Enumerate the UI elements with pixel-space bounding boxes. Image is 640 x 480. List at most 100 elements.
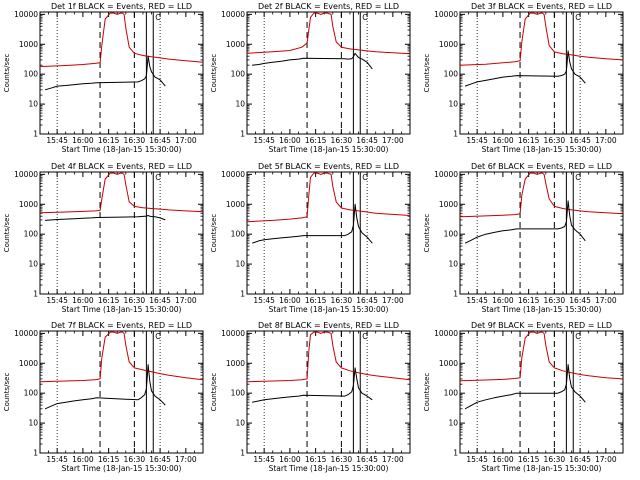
y-tick-label: 1000	[226, 40, 245, 49]
x-tick-label: 16:30	[124, 455, 146, 464]
lld-series-line	[39, 172, 204, 214]
lld-series-line	[246, 331, 411, 383]
y-tick-label: 10	[28, 260, 38, 269]
y-tick-label: 100	[24, 389, 39, 398]
plot-panel: Det 8f BLACK = Events, RED = LLD 1 10 100 10…	[210, 321, 411, 473]
y-tick-label: 100	[444, 70, 459, 79]
y-tick-label: 10000	[14, 10, 38, 19]
y-tick-label: 100	[24, 70, 39, 79]
x-tick-label: 16:45	[569, 136, 591, 145]
events-series-line	[44, 55, 166, 91]
y-tick-label: 10	[28, 419, 38, 428]
events-series-line	[464, 200, 586, 244]
y-tick-label: 100	[444, 389, 459, 398]
x-tick-label: 17:00	[595, 296, 617, 305]
x-tick-label: 16:30	[331, 136, 353, 145]
y-axis-title: Counts/sec	[423, 214, 431, 253]
x-tick-label: 16:15	[98, 296, 120, 305]
y-tick-label: 1000	[439, 200, 458, 209]
panel-title: Det 3f BLACK = Events, RED = LLD	[471, 2, 612, 11]
y-tick-label: 1	[240, 130, 245, 139]
x-axis-title: Start Time (18-Jan-15 15:30:00)	[482, 305, 602, 314]
events-series-line	[252, 52, 373, 70]
y-tick-label: 1000	[226, 359, 245, 368]
x-tick-label: 16:15	[518, 296, 540, 305]
x-tick-label: 16:00	[72, 455, 94, 464]
events-series-line	[251, 203, 373, 244]
x-tick-label: 17:00	[382, 455, 404, 464]
y-tick-label: 100	[231, 230, 246, 239]
plot-frame	[459, 11, 624, 135]
panel-title: Det 7f BLACK = Events, RED = LLD	[51, 321, 192, 330]
y-tick-label: 1000	[19, 359, 38, 368]
y-tick-label: 1	[33, 130, 38, 139]
y-tick-label: 10000	[14, 329, 38, 338]
bracket-marker: C	[362, 173, 367, 182]
x-axis-title: Start Time (18-Jan-15 15:30:00)	[482, 145, 602, 154]
x-axis-title: Start Time (18-Jan-15 15:30:00)	[269, 305, 389, 314]
bracket-marker: C	[155, 173, 160, 182]
x-tick-label: 16:15	[98, 455, 120, 464]
panel-title: Det 5f BLACK = Events, RED = LLD	[258, 162, 399, 171]
x-tick-label: 16:30	[124, 296, 146, 305]
x-tick-label: 16:45	[356, 455, 378, 464]
y-tick-label: 100	[444, 230, 459, 239]
x-tick-label: 16:00	[279, 136, 301, 145]
lld-series-line	[459, 331, 624, 382]
x-tick-label: 16:00	[279, 455, 301, 464]
x-tick-label: 16:15	[305, 296, 327, 305]
x-tick-label: 16:30	[124, 136, 146, 145]
plot-frame	[39, 171, 204, 295]
x-tick-label: 16:30	[331, 455, 353, 464]
plot-panel: Det 5f BLACK = Events, RED = LLD 1 10 100 10…	[210, 162, 411, 314]
panel-title: Det 2f BLACK = Events, RED = LLD	[258, 2, 399, 11]
lld-series-line	[246, 12, 411, 55]
panel-title: Det 1f BLACK = Events, RED = LLD	[51, 2, 192, 11]
y-tick-label: 1	[33, 290, 38, 299]
y-tick-label: 10000	[221, 170, 245, 179]
x-tick-label: 16:15	[518, 136, 540, 145]
y-tick-label: 100	[231, 70, 246, 79]
x-tick-label: 16:45	[569, 296, 591, 305]
y-tick-label: 10000	[434, 329, 458, 338]
plot-frame	[39, 11, 204, 135]
x-axis-title: Start Time (18-Jan-15 15:30:00)	[62, 464, 182, 473]
x-tick-label: 17:00	[175, 455, 197, 464]
y-tick-label: 10000	[221, 329, 245, 338]
y-tick-label: 10	[448, 100, 458, 109]
lld-series-line	[459, 172, 624, 218]
panel-title: Det 8f BLACK = Events, RED = LLD	[258, 321, 399, 330]
x-tick-label: 16:45	[149, 455, 171, 464]
x-tick-label: 16:15	[305, 136, 327, 145]
lld-series-line	[39, 331, 204, 383]
lld-series-line	[459, 12, 624, 66]
plot-frame	[246, 330, 411, 454]
plot-panel: Det 4f BLACK = Events, RED = LLD 1 10 100 10…	[3, 162, 204, 314]
x-tick-label: 16:00	[72, 296, 94, 305]
bracket-marker: C	[155, 332, 160, 341]
x-tick-label: 17:00	[382, 136, 404, 145]
y-tick-label: 1	[33, 449, 38, 458]
plot-panel: Det 7f BLACK = Events, RED = LLD 1 10 100 10…	[3, 321, 204, 473]
y-tick-label: 1	[453, 130, 458, 139]
x-tick-label: 16:45	[356, 136, 378, 145]
lld-series-line	[246, 172, 411, 223]
x-tick-label: 15:45	[46, 296, 68, 305]
x-tick-label: 16:00	[279, 296, 301, 305]
x-axis-title: Start Time (18-Jan-15 15:30:00)	[269, 145, 389, 154]
y-axis-title: Counts/sec	[3, 54, 11, 93]
plot-frame	[459, 330, 624, 454]
events-series-line	[45, 215, 166, 221]
x-tick-label: 16:45	[569, 455, 591, 464]
y-tick-label: 1000	[19, 200, 38, 209]
x-axis-title: Start Time (18-Jan-15 15:30:00)	[62, 305, 182, 314]
y-axis-title: Counts/sec	[210, 373, 218, 412]
panel-title: Det 9f BLACK = Events, RED = LLD	[471, 321, 612, 330]
x-tick-label: 15:45	[46, 455, 68, 464]
y-tick-label: 10	[448, 260, 458, 269]
x-tick-label: 16:45	[149, 136, 171, 145]
x-axis-title: Start Time (18-Jan-15 15:30:00)	[269, 464, 389, 473]
x-tick-label: 16:30	[544, 455, 566, 464]
lld-series-line	[39, 12, 204, 67]
